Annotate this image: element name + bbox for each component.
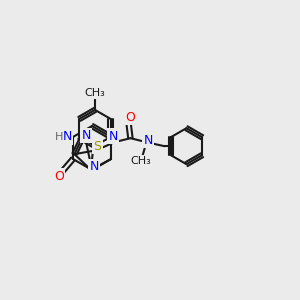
Text: N: N [82,129,91,142]
Text: N: N [89,160,99,173]
Text: N: N [108,130,118,142]
Text: O: O [125,111,135,124]
Text: S: S [93,140,101,153]
Text: H: H [55,132,63,142]
Text: CH₃: CH₃ [85,88,105,98]
Text: N: N [144,134,153,147]
Text: CH₃: CH₃ [130,156,151,166]
Text: N: N [62,130,72,143]
Text: O: O [54,169,64,182]
